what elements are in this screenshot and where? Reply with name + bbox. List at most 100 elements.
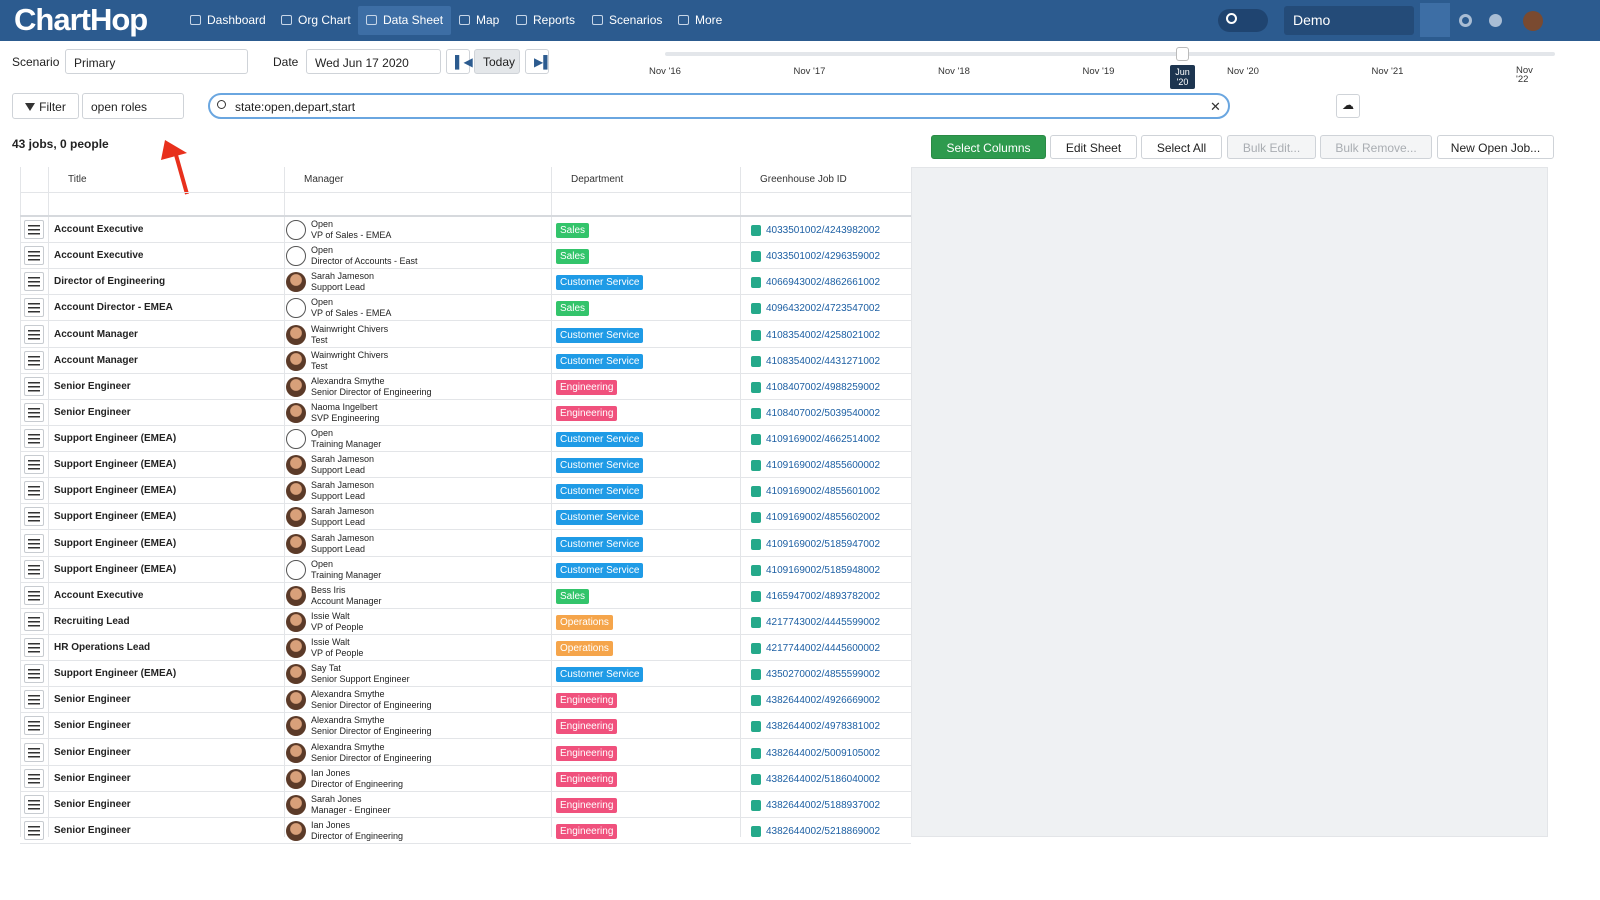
timeline-handle[interactable] [1176, 47, 1189, 61]
preset-select[interactable]: open roles [82, 93, 184, 119]
row-menu[interactable] [24, 611, 44, 631]
row-menu[interactable] [24, 820, 44, 840]
job-title[interactable]: Senior Engineer [54, 720, 131, 732]
row-menu[interactable] [24, 585, 44, 605]
row-menu[interactable] [24, 324, 44, 344]
job-id-link[interactable]: 4382644002/4926669002 [766, 695, 881, 707]
job-title[interactable]: HR Operations Lead [54, 642, 151, 654]
row-menu[interactable] [24, 481, 44, 501]
prev-button[interactable]: ▌◀ [446, 49, 473, 74]
job-id-link[interactable]: 4109169002/4662514002 [766, 434, 881, 446]
job-title[interactable]: Support Engineer (EMEA) [54, 485, 177, 497]
job-id-link[interactable]: 4350270002/4855599002 [766, 669, 881, 681]
job-id-link[interactable]: 4096432002/4723547002 [766, 303, 881, 315]
job-title[interactable]: Director of Engineering [54, 276, 166, 288]
manager-name[interactable]: Alexandra Smythe [311, 689, 385, 700]
manager-name[interactable]: Alexandra Smythe [311, 715, 385, 726]
row-menu[interactable] [24, 742, 44, 762]
job-id-link[interactable]: 4165947002/4893782002 [766, 590, 881, 602]
job-id-link[interactable]: 4382644002/5218869002 [766, 825, 881, 837]
manager-name[interactable]: Open [311, 428, 334, 439]
job-id-link[interactable]: 4108354002/4431271002 [766, 355, 881, 367]
manager-name[interactable]: Alexandra Smythe [311, 375, 385, 386]
job-title[interactable]: Support Engineer (EMEA) [54, 563, 177, 575]
job-title[interactable]: Senior Engineer [54, 380, 131, 392]
manager-name[interactable]: Sarah Jameson [311, 454, 375, 465]
manager-name[interactable]: Open [311, 297, 334, 308]
job-id-link[interactable]: 4108407002/4988259002 [766, 381, 881, 393]
nav-item[interactable]: Reports [516, 13, 575, 27]
row-menu[interactable] [24, 455, 44, 475]
row-menu[interactable] [24, 768, 44, 788]
job-title[interactable]: Senior Engineer [54, 798, 131, 810]
column-header[interactable]: Title [68, 174, 87, 185]
action-button[interactable]: Select Columns [931, 135, 1046, 159]
job-id-link[interactable]: 4382644002/4978381002 [766, 721, 881, 733]
row-menu[interactable] [24, 272, 44, 292]
manager-name[interactable]: Ian Jones [311, 767, 351, 778]
job-id-link[interactable]: 4109169002/4855602002 [766, 512, 881, 524]
account-select[interactable]: Demo [1284, 6, 1414, 35]
manager-name[interactable]: Sarah Jameson [311, 480, 375, 491]
job-id-link[interactable]: 4109169002/4855601002 [766, 486, 881, 498]
action-button[interactable]: Bulk Edit... [1227, 135, 1316, 159]
view-toggle[interactable] [1420, 3, 1450, 37]
job-title[interactable]: Support Engineer (EMEA) [54, 668, 177, 680]
filter-button[interactable]: Filter [12, 93, 79, 119]
manager-name[interactable]: Bess Iris [311, 584, 346, 595]
job-title[interactable]: Senior Engineer [54, 772, 131, 784]
column-header[interactable]: Manager [304, 174, 344, 185]
manager-name[interactable]: Alexandra Smythe [311, 741, 385, 752]
today-button[interactable]: Today [474, 49, 520, 74]
job-title[interactable]: Account Executive [54, 250, 144, 262]
nav-item[interactable]: Dashboard [190, 13, 266, 27]
manager-name[interactable]: Wainwright Chivers [311, 349, 389, 360]
job-title[interactable]: Support Engineer (EMEA) [54, 459, 177, 471]
action-button[interactable]: Bulk Remove... [1320, 135, 1432, 159]
manager-name[interactable]: Issie Walt [311, 610, 350, 621]
job-title[interactable]: Account Manager [54, 328, 138, 340]
row-menu[interactable] [24, 638, 44, 658]
logo[interactable]: ChartHop [14, 2, 148, 37]
job-title[interactable]: Account Director - EMEA [54, 302, 173, 314]
export-button[interactable]: ☁ [1336, 94, 1360, 118]
row-menu[interactable] [24, 376, 44, 396]
search-input[interactable]: state:open,depart,start [208, 93, 1230, 119]
job-title[interactable]: Senior Engineer [54, 824, 131, 836]
action-button[interactable]: New Open Job... [1437, 135, 1554, 159]
job-id-link[interactable]: 4109169002/5185947002 [766, 538, 881, 550]
row-menu[interactable] [24, 664, 44, 684]
row-menu[interactable] [24, 716, 44, 736]
job-id-link[interactable]: 4109169002/5185948002 [766, 564, 881, 576]
action-button[interactable]: Select All [1141, 135, 1222, 159]
clear-search[interactable]: ✕ [1210, 99, 1221, 114]
row-menu[interactable] [24, 794, 44, 814]
manager-name[interactable]: Issie Walt [311, 637, 350, 648]
row-menu[interactable] [24, 690, 44, 710]
job-id-link[interactable]: 4217743002/4445599002 [766, 616, 881, 628]
job-id-link[interactable]: 4382644002/5186040002 [766, 773, 881, 785]
job-id-link[interactable]: 4217744002/4445600002 [766, 643, 881, 655]
job-title[interactable]: Support Engineer (EMEA) [54, 511, 177, 523]
job-title[interactable]: Senior Engineer [54, 746, 131, 758]
action-button[interactable]: Edit Sheet [1050, 135, 1137, 159]
scenario-select[interactable]: Primary [65, 49, 248, 74]
help-icon[interactable] [1489, 14, 1502, 27]
row-menu[interactable] [24, 507, 44, 527]
job-title[interactable]: Account Executive [54, 224, 144, 235]
row-menu[interactable] [24, 246, 44, 266]
job-title[interactable]: Support Engineer (EMEA) [54, 537, 177, 549]
timeline-track[interactable] [665, 52, 1555, 56]
nav-item[interactable]: Data Sheet [358, 6, 452, 35]
job-title[interactable]: Account Manager [54, 354, 138, 366]
job-id-link[interactable]: 4109169002/4855600002 [766, 460, 881, 472]
job-id-link[interactable]: 4108354002/4258021002 [766, 329, 881, 341]
date-input[interactable]: Wed Jun 17 2020 [306, 49, 441, 74]
manager-name[interactable]: Wainwright Chivers [311, 323, 389, 334]
manager-name[interactable]: Open [311, 245, 334, 256]
row-menu[interactable] [24, 298, 44, 318]
job-id-link[interactable]: 4108407002/5039540002 [766, 407, 881, 419]
job-id-link[interactable]: 4382644002/5009105002 [766, 747, 881, 759]
job-title[interactable]: Senior Engineer [54, 694, 131, 706]
nav-item[interactable]: Map [459, 13, 499, 27]
